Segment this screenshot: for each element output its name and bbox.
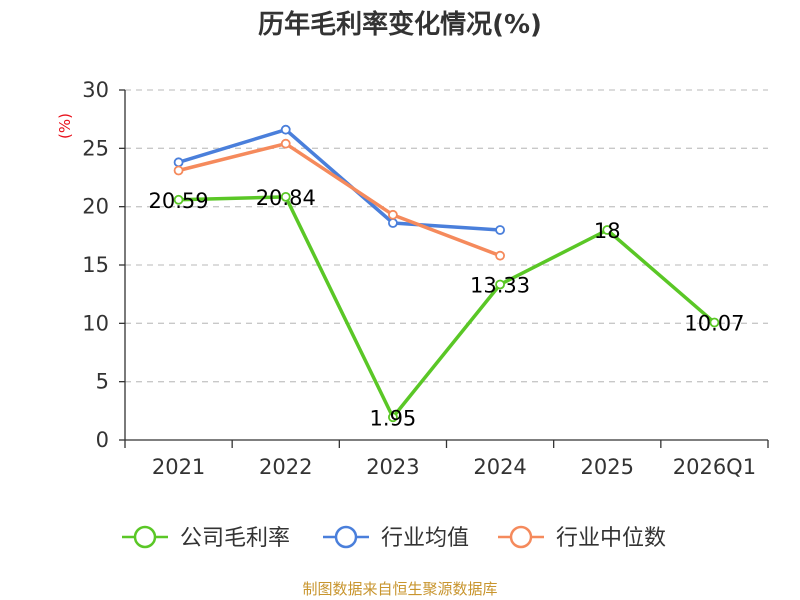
series-line: [178, 127, 501, 232]
series-line: [178, 195, 716, 419]
y-tick-label: 30: [82, 78, 109, 102]
series-line: [178, 141, 501, 258]
data-point: [388, 209, 398, 220]
y-tick-label: 5: [96, 370, 109, 394]
y-tick-label: 25: [82, 136, 109, 160]
x-tick-label: 2024: [473, 455, 526, 479]
legend-label: 行业均值: [381, 526, 469, 551]
grid-lines: [125, 89, 768, 383]
data-point: [280, 138, 291, 149]
data-point: [709, 317, 720, 328]
data-point: [495, 250, 505, 261]
data-point: [495, 225, 505, 235]
legend-marker: [133, 525, 157, 549]
x-tick-label: 2023: [366, 455, 419, 479]
y-tick-label: 15: [82, 253, 109, 277]
x-tick-label: 2026Q1: [673, 455, 756, 479]
y-axis-unit: (%): [56, 113, 74, 139]
data-label: 20.84: [256, 186, 316, 210]
y-tick-label: 20: [82, 195, 109, 219]
data-point: [173, 165, 184, 176]
series-industry-median: [173, 138, 505, 261]
data-point: [280, 191, 291, 202]
data-label: 18: [594, 219, 621, 243]
legend: 公司毛利率 行业均值 行业中位数: [122, 525, 666, 551]
series-industry-mean: [173, 124, 505, 235]
data-point: [173, 194, 184, 205]
series-company-gross-margin: [173, 191, 720, 423]
x-tick-label: 2025: [581, 455, 634, 479]
y-tick-label: 0: [96, 428, 109, 452]
data-label: 13.33: [470, 273, 530, 297]
data-point: [388, 412, 398, 423]
x-tick-label: 2022: [259, 455, 312, 479]
data-point: [280, 124, 291, 135]
legend-marker: [509, 525, 533, 549]
x-tick-label: 2021: [152, 455, 205, 479]
data-labels: 20.59 20.84 1.95 13.33 18 10.07: [149, 186, 745, 430]
legend-item: 行业中位数: [498, 525, 666, 551]
legend-item: 公司毛利率: [122, 525, 290, 551]
source-note: 制图数据来自恒生聚源数据库: [302, 580, 497, 598]
chart-title: 历年毛利率变化情况(%): [258, 9, 542, 40]
legend-item: 行业均值: [323, 525, 469, 551]
data-label: 20.59: [149, 189, 209, 213]
legend-marker: [334, 525, 358, 549]
data-label: 10.07: [684, 312, 744, 336]
series-layer: [173, 124, 720, 423]
legend-label: 行业中位数: [556, 526, 666, 551]
legend-label: 公司毛利率: [180, 526, 290, 551]
data-point: [495, 279, 505, 290]
data-point: [388, 218, 398, 228]
data-point: [173, 157, 184, 168]
data-label: 1.95: [370, 406, 417, 430]
data-point: [602, 225, 613, 235]
y-tick-label: 10: [82, 311, 109, 335]
